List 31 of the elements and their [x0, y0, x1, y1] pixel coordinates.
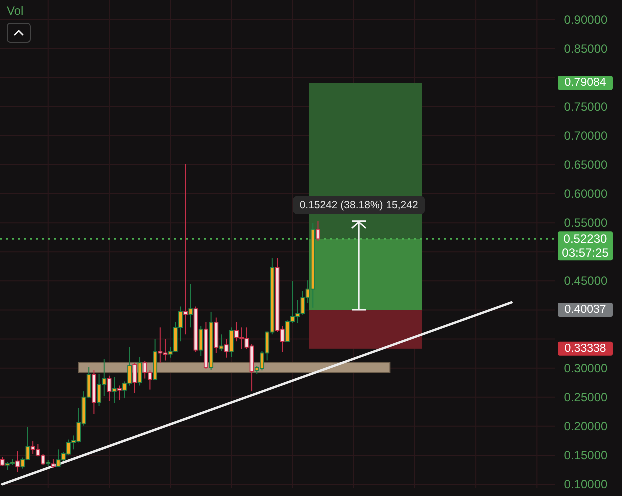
y-tick-label: 0.85000 — [564, 42, 608, 56]
y-tick-label: 0.25000 — [564, 390, 608, 404]
candlestick — [229, 327, 234, 358]
candlestick — [316, 220, 320, 242]
candlestick — [112, 376, 117, 404]
candlestick — [224, 338, 229, 358]
text: 0.79084 — [564, 77, 607, 90]
candlestick — [198, 326, 204, 357]
text: 0.40037 — [564, 304, 606, 316]
y-tick-label: 0.75000 — [564, 100, 608, 114]
candlestick — [184, 164, 188, 336]
candlestick — [138, 356, 142, 386]
y-tick-label: 0.55000 — [564, 216, 608, 230]
y-tick-label: 0.30000 — [564, 361, 608, 376]
y-tick-label: 0.65000 — [564, 158, 608, 172]
candlestick — [132, 362, 138, 394]
annotation: Vol — [7, 4, 24, 18]
text: 0.33338 — [564, 342, 606, 355]
y-tick-label: 0.90000 — [564, 12, 608, 27]
y-tick-label: 0.10000 — [564, 478, 608, 492]
y-tick-label: 0.60000 — [564, 187, 608, 202]
candlestick — [107, 375, 112, 402]
y-tick-label: 0.70000 — [564, 128, 608, 143]
candlestick — [16, 450, 20, 473]
candlestick — [188, 284, 194, 328]
annotation: 0.15242 (38.18%) 15,242 — [300, 199, 418, 212]
y-tick-label: 0.20000 — [564, 419, 608, 434]
ref-line-label: 0.52230 03:57:25 — [562, 232, 610, 260]
y-tick-label: 0.45000 — [564, 274, 608, 288]
y-tick-label: 0.15000 — [564, 448, 608, 462]
candlestick — [117, 385, 122, 401]
